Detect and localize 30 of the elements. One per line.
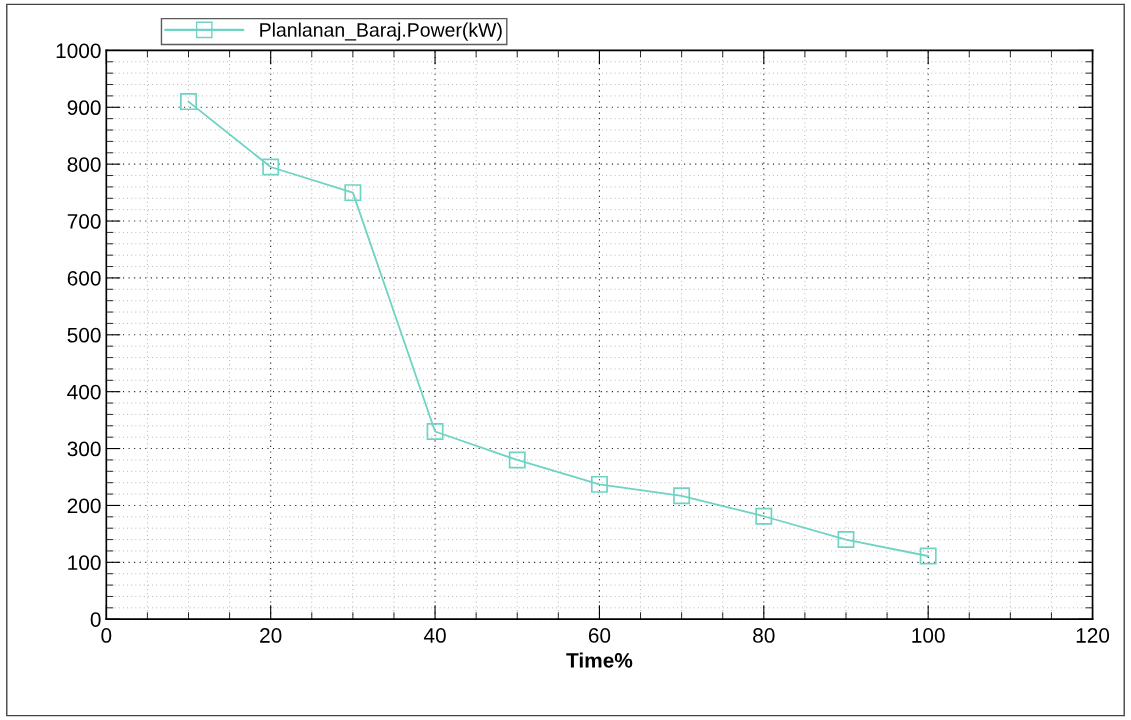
point: [590, 475, 608, 493]
y-tick-label: 900: [67, 100, 101, 116]
point: [426, 423, 444, 440]
x-axis-title: Time%: [566, 652, 633, 668]
point: [919, 547, 937, 565]
point: [262, 158, 280, 176]
x-tick-label: 80: [753, 628, 775, 643]
y-tick-label: 0: [90, 612, 101, 627]
y-tick-label: 500: [67, 327, 101, 343]
y-tick-label: 100: [68, 555, 101, 571]
x-tick-label: 60: [588, 628, 611, 643]
legend-label: Planlanan_Baraj.Power(kW): [260, 22, 502, 41]
point: [508, 451, 526, 469]
y-tick-label: 1000: [56, 43, 101, 59]
x-tick-label: 0: [101, 628, 112, 643]
y-tick-label: 300: [67, 441, 101, 457]
y-tick-label: 400: [67, 384, 101, 400]
point: [180, 93, 197, 111]
x-tick-label: 100: [912, 628, 945, 643]
point: [344, 184, 362, 202]
x-tick-label: 40: [423, 628, 446, 643]
y-tick-label: 800: [67, 157, 101, 172]
y-tick-label: 200: [67, 498, 101, 514]
point: [673, 487, 691, 505]
point: [755, 507, 773, 525]
x-tick-label: 120: [1076, 628, 1110, 643]
point: [837, 531, 855, 549]
y-tick-label: 700: [67, 214, 101, 229]
x-tick-label: 20: [260, 628, 282, 643]
y-tick-label: 600: [67, 270, 101, 286]
